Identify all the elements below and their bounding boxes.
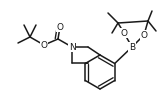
Text: N: N: [69, 43, 75, 52]
Text: O: O: [140, 30, 147, 40]
Text: O: O: [57, 22, 64, 32]
Text: O: O: [40, 40, 47, 49]
Text: O: O: [121, 29, 127, 37]
Text: B: B: [129, 43, 135, 52]
